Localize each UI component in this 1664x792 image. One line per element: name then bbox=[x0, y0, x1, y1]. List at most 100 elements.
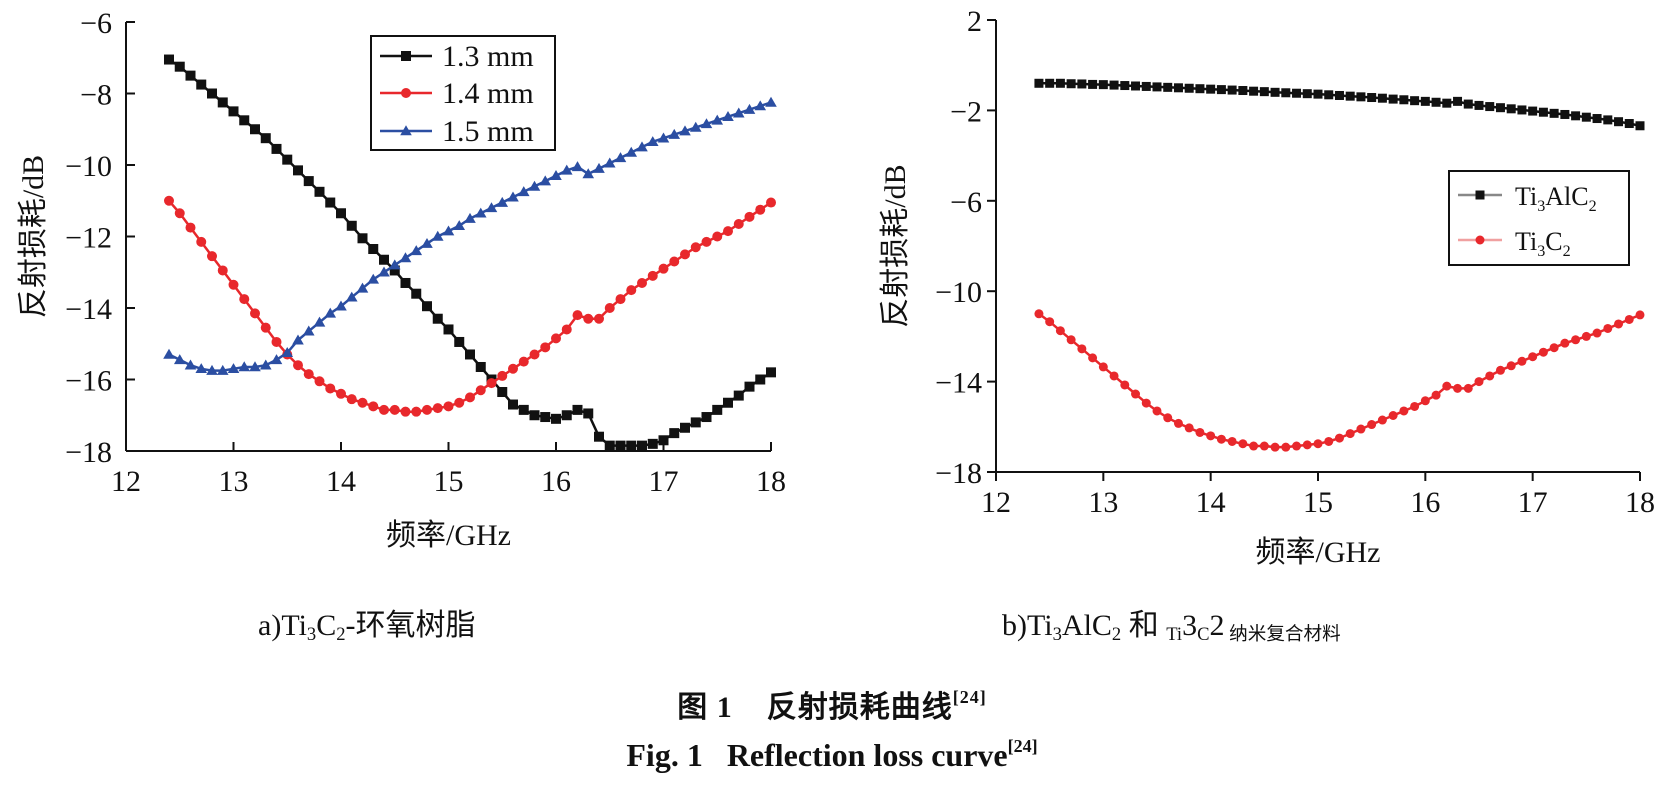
series-line bbox=[1038, 312, 1641, 449]
data-point bbox=[185, 222, 196, 233]
data-point bbox=[196, 236, 207, 247]
data-point bbox=[356, 282, 369, 293]
data-point bbox=[1088, 353, 1098, 363]
figure-reference-en: [24] bbox=[1007, 736, 1038, 756]
data-point bbox=[207, 251, 217, 262]
legend: Ti3AlC2 Ti3C2 bbox=[1448, 170, 1630, 266]
data-point bbox=[1227, 85, 1237, 95]
data-point bbox=[1120, 380, 1130, 390]
data-point bbox=[1560, 338, 1570, 348]
data-point bbox=[379, 254, 389, 265]
data-point bbox=[1292, 441, 1302, 451]
figure-title-en: Reflection loss curve bbox=[726, 737, 1008, 773]
data-point bbox=[325, 197, 336, 208]
legend-marker bbox=[401, 88, 411, 98]
data-point bbox=[432, 313, 443, 324]
data-point bbox=[551, 333, 561, 344]
data-point bbox=[1066, 79, 1076, 89]
y-tick-label: 2 bbox=[967, 5, 982, 38]
data-point bbox=[1302, 89, 1312, 99]
data-point bbox=[303, 176, 314, 187]
x-tick-label: 17 bbox=[1518, 486, 1548, 519]
data-point bbox=[174, 208, 185, 219]
data-point bbox=[1549, 108, 1559, 118]
data-point bbox=[1034, 78, 1044, 88]
data-point bbox=[357, 397, 368, 408]
panel-a-caption: a)Ti3C2-环氧树脂 bbox=[258, 609, 476, 646]
x-tick-label: 17 bbox=[649, 465, 679, 498]
data-point bbox=[1088, 79, 1098, 89]
y-tick-label: −18 bbox=[65, 436, 112, 469]
data-point bbox=[1055, 326, 1065, 336]
data-point bbox=[1399, 406, 1409, 416]
data-point bbox=[1184, 423, 1194, 433]
data-point bbox=[486, 378, 497, 389]
data-point bbox=[550, 170, 562, 180]
data-point bbox=[647, 438, 658, 449]
legend-label: 1.3 mm bbox=[442, 40, 534, 73]
data-point bbox=[712, 231, 723, 242]
data-point bbox=[389, 265, 400, 276]
data-point bbox=[1560, 109, 1570, 119]
data-point bbox=[292, 334, 304, 345]
figure-number-zh: 图 1 bbox=[677, 691, 733, 724]
panel-b-caption: b)Ti3AlC2 和 Ti3C2 纳米复合材料 bbox=[1002, 609, 1341, 646]
data-point bbox=[293, 360, 303, 371]
data-point bbox=[626, 440, 637, 451]
data-point bbox=[1077, 79, 1087, 89]
data-point bbox=[497, 387, 508, 398]
data-point bbox=[733, 218, 744, 229]
data-point bbox=[1410, 401, 1420, 411]
data-point bbox=[228, 106, 239, 117]
data-point bbox=[766, 197, 776, 208]
data-point bbox=[163, 348, 175, 359]
data-point bbox=[464, 212, 476, 223]
data-point bbox=[744, 211, 755, 222]
data-point bbox=[227, 363, 240, 374]
panel-label: b) bbox=[1002, 609, 1027, 642]
data-point bbox=[164, 195, 174, 206]
data-point bbox=[582, 168, 595, 179]
x-axis-label: 频率/GHz bbox=[1256, 536, 1381, 569]
data-point bbox=[508, 399, 518, 410]
data-point bbox=[432, 403, 443, 414]
data-point bbox=[507, 191, 519, 202]
data-point bbox=[314, 376, 325, 387]
data-point bbox=[529, 410, 540, 421]
data-point bbox=[625, 146, 638, 157]
data-point bbox=[422, 301, 432, 312]
data-point bbox=[518, 404, 529, 415]
x-tick-label: 12 bbox=[111, 465, 141, 498]
data-point bbox=[572, 404, 583, 415]
data-point bbox=[1517, 105, 1527, 115]
legend-marker bbox=[1475, 235, 1485, 245]
figure-title-zh: 反射损耗曲线 bbox=[766, 691, 953, 724]
data-point bbox=[723, 226, 733, 237]
data-point bbox=[485, 202, 498, 213]
data-point bbox=[604, 440, 615, 451]
data-point bbox=[1270, 442, 1280, 452]
data-point bbox=[1614, 319, 1624, 329]
data-point bbox=[442, 225, 455, 236]
data-point bbox=[1270, 87, 1280, 97]
data-point bbox=[1206, 84, 1216, 94]
data-point bbox=[217, 265, 228, 276]
data-point bbox=[379, 404, 389, 415]
data-point bbox=[540, 342, 551, 353]
data-point bbox=[658, 435, 669, 446]
data-point bbox=[711, 114, 724, 125]
data-point bbox=[271, 336, 282, 347]
data-point bbox=[1356, 424, 1366, 434]
data-point bbox=[1538, 107, 1548, 117]
data-point bbox=[1367, 93, 1377, 103]
y-tick-label: −10 bbox=[935, 276, 982, 309]
data-point bbox=[1152, 82, 1162, 92]
y-tick-label: −14 bbox=[935, 367, 982, 400]
x-tick-label: 15 bbox=[434, 465, 464, 498]
data-point bbox=[540, 412, 551, 423]
data-point bbox=[1238, 439, 1248, 449]
data-point bbox=[250, 308, 260, 319]
series-Ti3C2 bbox=[1034, 309, 1645, 452]
data-point bbox=[1463, 383, 1473, 393]
